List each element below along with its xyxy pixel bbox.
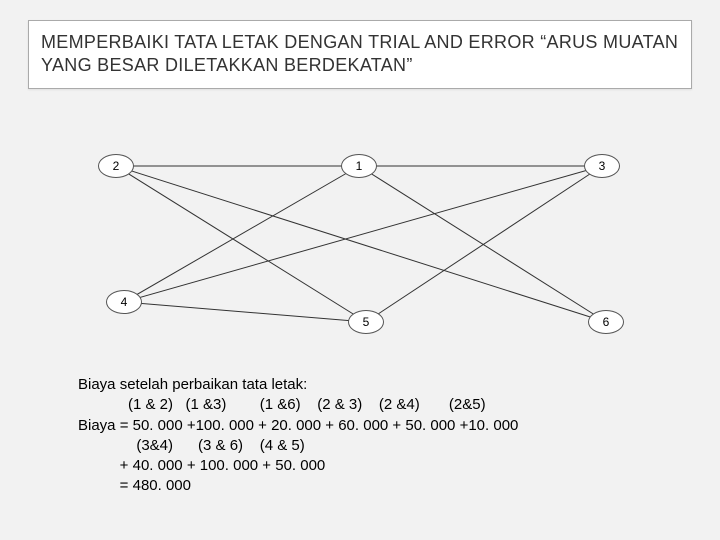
node-2: 2 [98,154,134,178]
edge-n4-n1 [124,166,359,302]
cost-calculation-text: Biaya setelah perbaikan tata letak: (1 &… [78,375,518,497]
node-4: 4 [106,290,142,314]
title-box: MEMPERBAIKI TATA LETAK DENGAN TRIAL AND … [28,20,692,89]
body-line-0: Biaya setelah perbaikan tata letak: [78,375,518,395]
page-title: MEMPERBAIKI TATA LETAK DENGAN TRIAL AND … [41,31,679,78]
node-3: 3 [584,154,620,178]
network-diagram: 2 1 3 4 5 6 [80,150,640,350]
edge-n4-n5 [124,302,366,322]
edge-n3-n5 [366,166,602,322]
node-5: 5 [348,310,384,334]
node-6: 6 [588,310,624,334]
body-line-4: + 40. 000 + 100. 000 + 50. 000 [78,456,518,476]
body-line-1: (1 & 2) (1 &3) (1 &6) (2 & 3) (2 &4) (2&… [78,395,518,415]
edge-n2-n6 [116,166,606,322]
body-line-5: = 480. 000 [78,476,518,496]
body-line-2: Biaya = 50. 000 +100. 000 + 20. 000 + 60… [78,416,518,436]
body-line-3: (3&4) (3 & 6) (4 & 5) [78,436,518,456]
edge-n1-n6 [359,166,606,322]
node-1: 1 [341,154,377,178]
edge-n4-n3 [124,166,602,302]
